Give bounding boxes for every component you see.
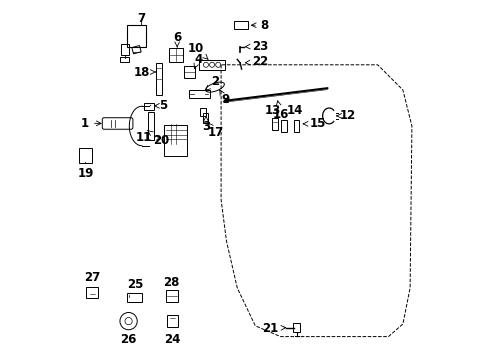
Text: 21: 21 [262, 322, 285, 335]
Text: 15: 15 [303, 117, 325, 130]
Text: 16: 16 [272, 101, 288, 121]
Text: 20: 20 [147, 131, 169, 147]
Text: 26: 26 [120, 333, 137, 346]
Text: 18: 18 [133, 66, 155, 78]
Bar [293, 323, 299, 332]
Bar [127, 293, 142, 302]
Bar [148, 112, 153, 140]
Text: 4: 4 [194, 53, 202, 68]
Bar [79, 148, 92, 163]
Bar [132, 45, 141, 54]
Bar [271, 118, 278, 130]
Text: 19: 19 [77, 167, 93, 180]
Bar [199, 60, 224, 70]
Text: 11: 11 [136, 131, 161, 144]
Bar [293, 120, 299, 132]
Text: 12: 12 [336, 109, 355, 122]
Bar [169, 48, 183, 62]
Bar [120, 57, 129, 62]
Text: 27: 27 [84, 271, 100, 284]
Bar [167, 315, 178, 327]
Bar [86, 287, 98, 298]
Text: 1: 1 [81, 117, 101, 130]
Text: 17: 17 [207, 123, 224, 139]
Text: 5: 5 [154, 99, 167, 112]
Text: 25: 25 [127, 278, 143, 291]
Bar [144, 103, 154, 110]
Text: 14: 14 [286, 104, 303, 117]
Text: 9: 9 [219, 90, 229, 106]
Text: 2: 2 [205, 75, 219, 90]
Text: 3: 3 [202, 116, 210, 132]
Text: 13: 13 [264, 104, 280, 117]
Bar [188, 90, 210, 98]
Bar [121, 44, 128, 55]
Bar [224, 99, 228, 102]
Bar [203, 113, 208, 123]
Bar [281, 120, 286, 132]
Text: 28: 28 [163, 276, 180, 289]
Bar [183, 66, 195, 78]
Bar [155, 63, 162, 95]
Bar [200, 108, 205, 116]
Bar [234, 21, 247, 29]
Text: 10: 10 [187, 42, 208, 59]
Text: 7: 7 [137, 12, 145, 25]
Bar [166, 289, 177, 302]
Text: 24: 24 [164, 333, 181, 346]
Text: 23: 23 [245, 40, 267, 53]
Text: 8: 8 [251, 19, 268, 32]
Bar [126, 25, 146, 47]
Text: 22: 22 [245, 55, 267, 68]
Text: 6: 6 [173, 31, 181, 47]
Bar [163, 125, 187, 156]
